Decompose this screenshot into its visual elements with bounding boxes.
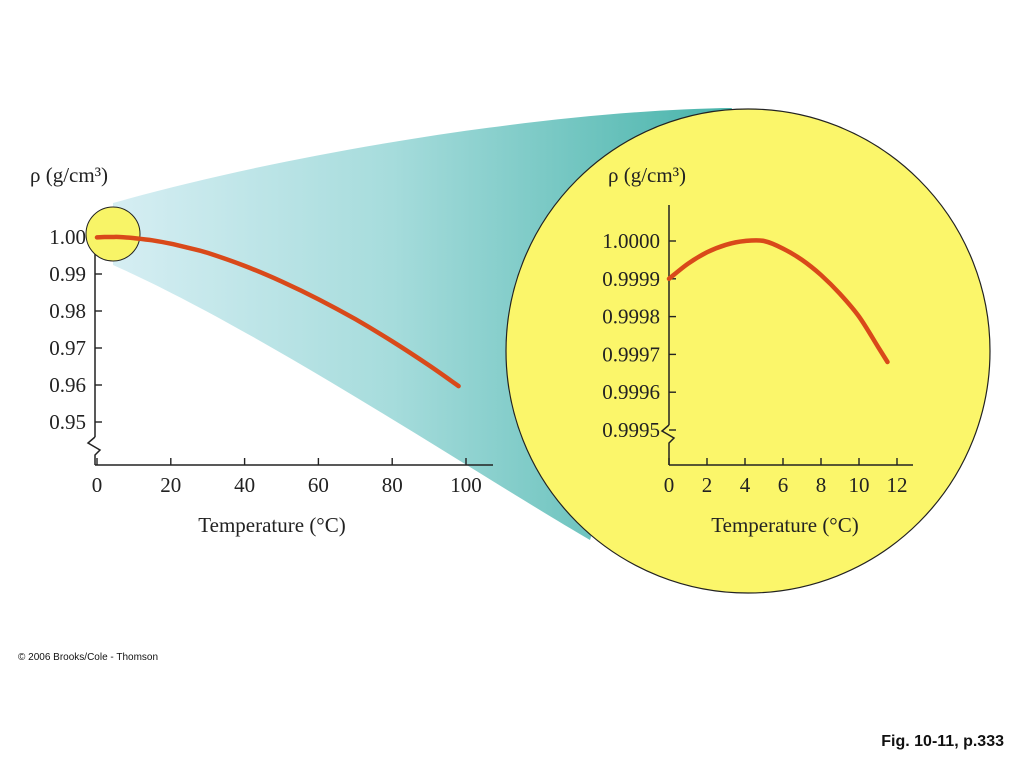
right-x-tick-label: 0 <box>664 473 675 497</box>
left-y-axis-break <box>86 436 102 465</box>
source-circle <box>85 206 141 262</box>
right-density-curve <box>666 238 890 365</box>
right-x-axis-title: Temperature (°C) <box>711 513 858 537</box>
left-x-tick-label: 0 <box>92 473 103 497</box>
left-x-tick-label: 20 <box>160 473 181 497</box>
figure-reference: Fig. 10-11, p.333 <box>881 733 1004 750</box>
left-x-tick-label: 60 <box>308 473 329 497</box>
right-x-tick-label: 8 <box>816 473 827 497</box>
right-x-tick-label: 4 <box>740 473 751 497</box>
right-x-ticks: 0 2 4 6 8 10 12 <box>664 458 908 497</box>
right-y-tick-label: 0.9996 <box>602 380 660 404</box>
left-x-ticks: 0 20 40 60 80 100 <box>92 458 482 497</box>
left-x-tick-label: 40 <box>234 473 255 497</box>
left-y-tick-label: 0.98 <box>49 299 86 323</box>
right-density-chart: 0 2 4 6 8 10 12 1.0000 0.9999 0.9998 0.9997 0.9996… <box>602 163 913 537</box>
right-y-tick-label: 1.0000 <box>602 229 660 253</box>
left-y-tick-label: 0.96 <box>49 373 86 397</box>
right-y-tick-label: 0.9995 <box>602 418 660 442</box>
left-x-tick-label: 100 <box>450 473 482 497</box>
left-density-chart: 0 20 40 60 80 100 1.00 0.99 0.98 0.97 0.96 0.95 ρ … <box>30 163 493 537</box>
left-y-ticks: 1.00 0.99 0.98 0.97 0.96 0.95 <box>49 225 102 434</box>
left-density-curve <box>94 234 461 389</box>
left-y-tick-label: 0.97 <box>49 336 86 360</box>
right-y-tick-label: 0.9998 <box>602 305 660 329</box>
right-x-tick-label: 10 <box>849 473 870 497</box>
left-x-axis-title: Temperature (°C) <box>198 513 345 537</box>
copyright-notice: © 2006 Brooks/Cole - Thomson <box>18 652 159 663</box>
right-y-axis-title: ρ (g/cm³) <box>608 163 686 187</box>
left-y-tick-label: 0.99 <box>49 262 86 286</box>
left-y-axis-title: ρ (g/cm³) <box>30 163 108 187</box>
right-x-tick-label: 6 <box>778 473 789 497</box>
right-y-axis-break <box>660 424 676 465</box>
right-y-tick-label: 0.9999 <box>602 267 660 291</box>
magnifier-lens <box>505 108 991 594</box>
right-x-tick-label: 12 <box>887 473 908 497</box>
left-y-tick-label: 0.95 <box>49 410 86 434</box>
right-x-tick-label: 2 <box>702 473 713 497</box>
left-y-tick-label: 1.00 <box>49 225 86 249</box>
right-y-tick-label: 0.9997 <box>602 342 660 366</box>
right-y-ticks: 1.0000 0.9999 0.9998 0.9997 0.9996 0.9995 <box>602 229 676 442</box>
left-x-tick-label: 80 <box>382 473 403 497</box>
